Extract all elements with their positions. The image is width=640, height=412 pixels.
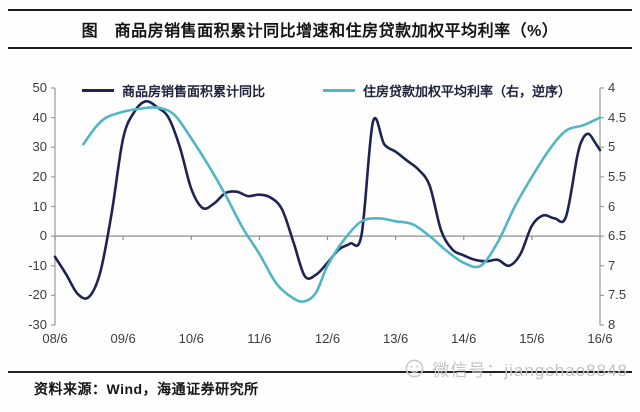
- right-axis-tick-label: 7.5: [608, 287, 627, 303]
- footer-rule: [8, 371, 632, 373]
- legend-label-sales-growth: 商品房销售面积累计同比: [122, 84, 266, 99]
- right-axis-tick-label: 7: [608, 257, 616, 273]
- left-axis-tick-label: -30: [28, 317, 47, 332]
- x-axis-tick-label: 11/6: [247, 331, 272, 346]
- left-axis-tick-label: 40: [32, 109, 47, 125]
- right-axis-tick-label: 8: [608, 317, 616, 332]
- sales-growth-line-swatch: [82, 89, 114, 92]
- left-axis-tick-label: -10: [28, 257, 47, 273]
- right-axis-tick-label: 6: [608, 198, 616, 214]
- x-axis-tick-label: 08/6: [42, 331, 68, 346]
- left-axis-tick-label: 10: [32, 198, 47, 214]
- sales-growth-line: [53, 99, 602, 300]
- chart-title: 图 商品房销售面积累计同比增速和住房贷款加权平均利率（%）: [81, 23, 559, 40]
- top-rule: [8, 9, 632, 11]
- left-axis-tick-label: 30: [32, 139, 47, 155]
- mortgage-rate-line: [82, 105, 602, 303]
- x-axis-tick-label: 12/6: [314, 331, 341, 346]
- watermark: 微信号：jiangchao8848: [404, 356, 628, 381]
- title-bottom-rule: [8, 47, 632, 49]
- x-axis-tick-label: 15/6: [519, 331, 545, 346]
- watermark-text: 微信号：jiangchao8848: [432, 361, 628, 380]
- legend-item-sales-growth: 商品房销售面积累计同比: [82, 81, 265, 100]
- legend-item-mortgage-rate: 住房贷款加权平均利率（右，逆序）: [323, 81, 571, 100]
- right-axis-tick-label: 5: [608, 139, 616, 155]
- legend-label-mortgage-rate: 住房贷款加权平均利率（右，逆序）: [363, 84, 572, 99]
- source-note: 资料来源：Wind，海通证券研究所: [34, 381, 259, 397]
- x-axis-tick-label: 13/6: [382, 331, 409, 346]
- right-axis-tick-label: 4.5: [608, 109, 627, 125]
- mortgage-rate-line-swatch: [323, 89, 356, 92]
- legend: 商品房销售面积累计同比 住房贷款加权平均利率（右，逆序）: [82, 81, 620, 100]
- right-axis-tick-label: 4: [608, 80, 616, 95]
- x-axis-tick-label: 09/6: [110, 331, 136, 346]
- right-axis-tick-label: 6.5: [608, 228, 627, 244]
- left-axis-tick-label: 20: [32, 168, 47, 184]
- left-axis-tick-label: 0: [39, 228, 47, 244]
- right-axis-tick-label: 5.5: [608, 168, 627, 184]
- left-axis-tick-label: -20: [28, 287, 47, 303]
- left-axis-tick-label: 50: [32, 80, 47, 95]
- wechat-smiley-icon: [406, 359, 424, 378]
- x-axis-tick-label: 10/6: [178, 331, 204, 346]
- x-axis-tick-label: 14/6: [451, 331, 477, 346]
- x-axis-tick-label: 16/6: [587, 331, 613, 346]
